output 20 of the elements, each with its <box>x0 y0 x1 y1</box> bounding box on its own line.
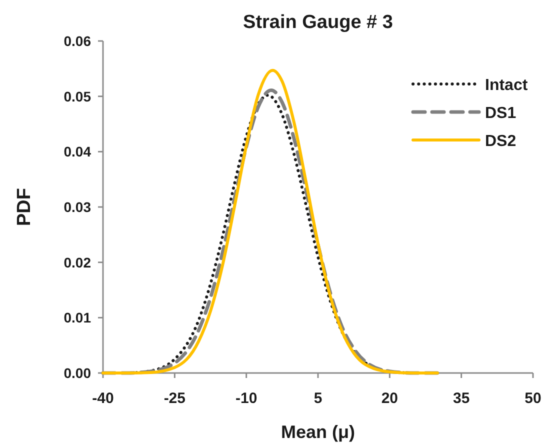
x-tick-label: 5 <box>314 390 322 407</box>
chart-title: Strain Gauge # 3 <box>243 12 393 33</box>
y-tick-label: 0.02 <box>64 254 92 270</box>
x-tick-label: 50 <box>524 390 542 407</box>
y-axis-title: PDF <box>14 188 35 226</box>
x-axis-title: Mean (μ) <box>280 422 356 442</box>
x-tick-label: 35 <box>452 390 470 407</box>
y-tick-label: 0.05 <box>64 88 92 104</box>
legend-label: DS1 <box>485 105 516 122</box>
y-tick-label: 0.06 <box>64 33 92 49</box>
y-tick-label: 0.01 <box>64 310 92 326</box>
legend-label: DS2 <box>485 133 516 150</box>
x-tick-label: -40 <box>92 390 114 407</box>
y-tick-label: 0.03 <box>64 199 92 215</box>
y-tick-label: 0.04 <box>64 144 92 160</box>
x-tick-label: -25 <box>164 390 186 407</box>
x-tick-label: 20 <box>381 390 398 407</box>
legend-label: Intact <box>485 77 528 94</box>
y-tick-label: 0.00 <box>64 365 92 381</box>
x-tick-label: -10 <box>235 390 258 407</box>
